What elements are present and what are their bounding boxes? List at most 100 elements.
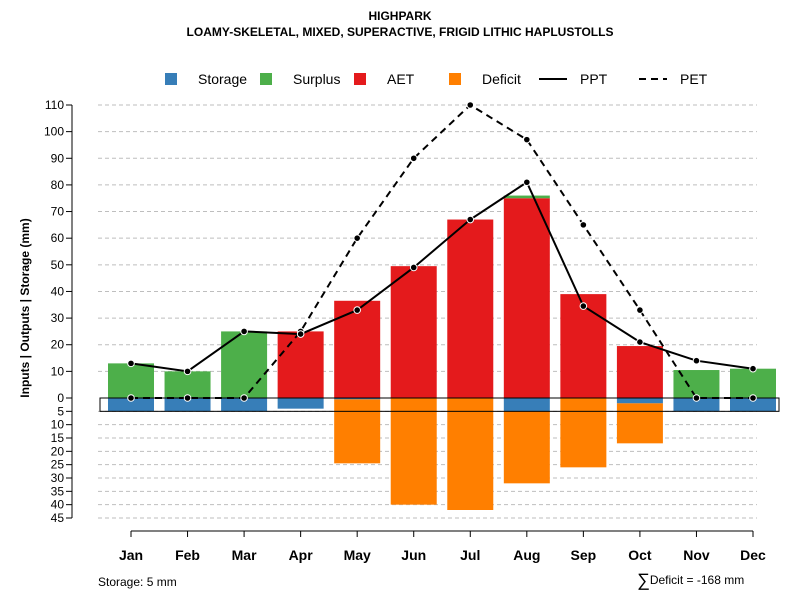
pet-line [131,103,753,399]
deficit-bar [616,403,663,444]
y-tick-label: 80 [51,178,65,192]
legend-label: Deficit [482,71,521,87]
storage-bar [334,398,381,400]
surplus-bar [503,195,550,199]
deficit-bar [334,399,381,464]
surplus-bar [730,368,776,398]
deficit-bar [390,398,437,505]
y-axis-label: Inputs | Outputs | Storage (mm) [18,218,32,397]
aet-bar [334,300,381,398]
y-tick-label: 25 [51,458,65,472]
surplus-bar [164,371,211,398]
aet-bar [616,346,663,398]
ppt-point [409,263,418,272]
bars [99,195,780,510]
legend-label: Surplus [293,71,340,87]
y-tick-label: 30 [51,311,65,325]
deficit-bar [503,411,550,484]
deficit-note-text: Deficit = -168 mm [649,573,745,587]
surplus-bar [108,363,154,398]
y-tick-label: 50 [51,258,65,272]
y-tick-label: 0 [57,391,64,405]
ppt-point [749,364,757,373]
pet-point [353,234,361,242]
legend-label: AET [387,71,415,87]
x-tick-label: Mar [232,547,257,563]
pet-point [409,154,418,163]
x-tick-label: Jun [401,547,426,563]
pet-point [127,394,135,402]
chart-title: HIGHPARK [368,9,432,23]
storage-bar [673,398,720,412]
x-tick-label: Apr [289,547,314,563]
pet-point [523,135,531,144]
pet-point [749,394,757,402]
pet-point [636,306,644,314]
legend-label: PPT [580,71,608,87]
x-tick-label: Dec [740,547,766,563]
legend-swatch-aet [354,73,366,85]
y-tick-label: 10 [51,364,65,378]
aet-bar [390,266,437,398]
legend-swatch-deficit [449,73,461,85]
ppt-point [127,359,135,368]
x-tick-label: Jan [119,547,143,563]
storage-bar [503,398,550,412]
storage-bar [164,398,211,412]
storage-bar [108,398,154,412]
ppt-point [466,215,475,224]
pet-point [466,101,475,109]
ppt-point [240,327,248,336]
aet-bar [503,198,550,398]
legend-swatch-storage [165,73,177,85]
y-tick-label: 45 [51,511,65,525]
legend: Storage Surplus AET Deficit PPT PET [165,71,708,87]
deficit-bar [447,398,494,510]
y-tick-label: 30 [51,471,65,485]
ppt-point [353,306,361,314]
pet-point [240,394,248,402]
y-tick-label: 90 [51,151,65,165]
storage-note: Storage: 5 mm [98,575,177,589]
y-tick-label: 60 [51,231,65,245]
y-tick-label: 70 [51,205,65,219]
ppt-point [296,330,305,338]
ppt-point [523,178,531,187]
storage-capacity-box [99,397,780,412]
storage-bar [277,398,324,409]
sigma-symbol: ∑ [637,570,650,590]
axes: 0102030405060708090100110510152025303540… [44,98,766,563]
legend-swatch-surplus [260,73,272,85]
aet-bar [447,219,494,398]
storage-bar [730,398,776,412]
chart-subtitle: LOAMY-SKELETAL, MIXED, SUPERACTIVE, FRIG… [186,25,614,39]
y-tick-label: 5 [57,404,64,418]
ppt-point [183,367,192,376]
y-tick-label: 35 [51,484,65,498]
x-tick-label: Nov [683,547,710,563]
x-tick-label: Oct [628,547,652,563]
y-tick-label: 100 [44,125,64,139]
y-tick-label: 40 [51,284,65,298]
x-tick-label: Feb [175,547,200,563]
surplus-bar [221,331,268,398]
pet-point [579,221,588,229]
ppt-point [636,338,644,346]
x-tick-label: Aug [513,547,540,563]
lines [127,101,757,402]
pet-point [692,394,701,402]
x-tick-label: Sep [571,547,597,563]
x-tick-label: May [344,547,371,563]
y-tick-label: 20 [51,338,65,352]
y-tick-label: 40 [51,498,65,512]
legend-label: Storage [198,71,247,87]
deficit-bar [560,398,607,468]
x-tick-label: Jul [460,547,480,563]
ppt-line [130,180,754,373]
storage-bar [616,398,663,404]
ppt-point [692,356,701,365]
pet-point [183,394,192,402]
deficit-note: ∑Deficit = -168 mm [637,570,744,591]
y-tick-label: 20 [51,444,65,458]
